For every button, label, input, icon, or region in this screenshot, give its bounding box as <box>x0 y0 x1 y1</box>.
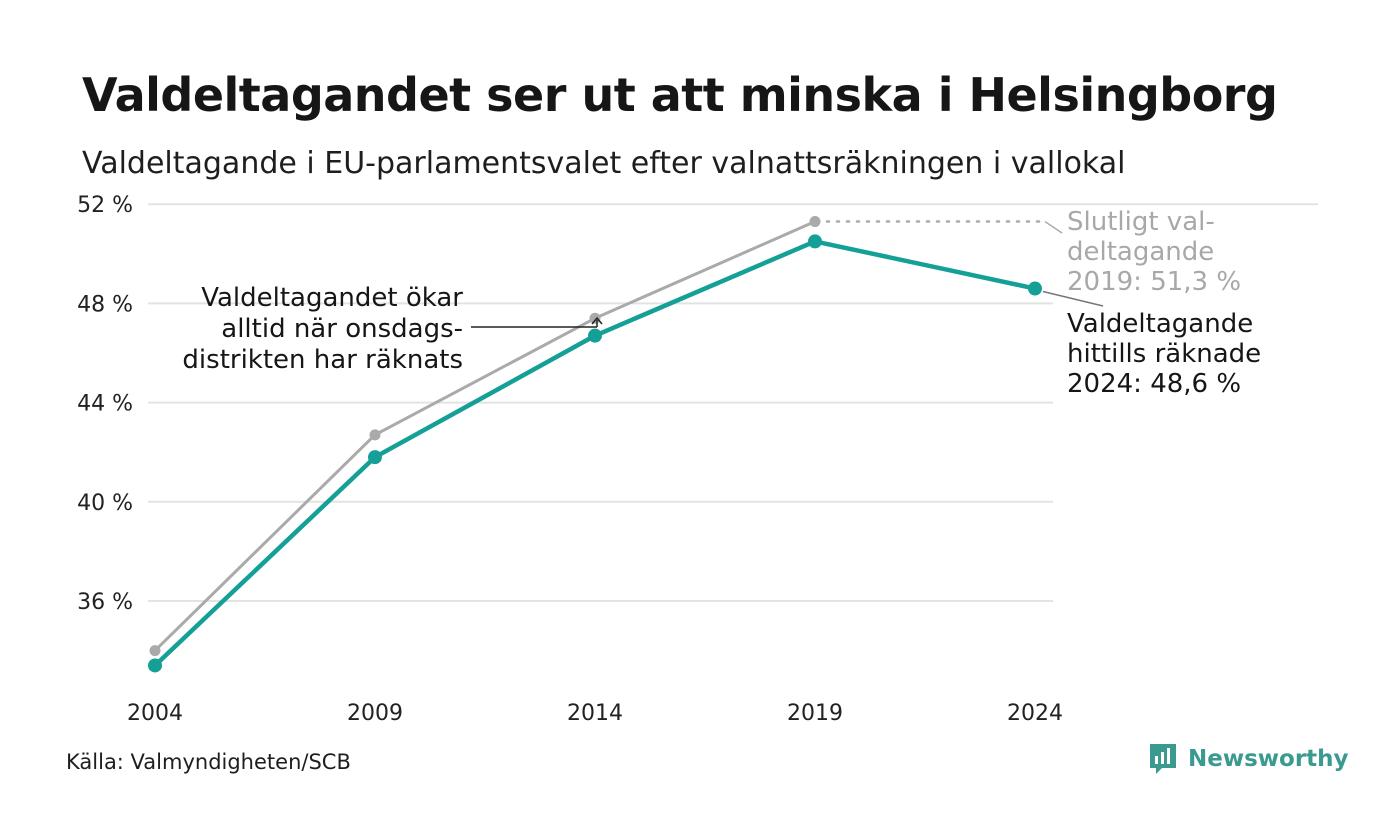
data-point-final <box>369 429 381 441</box>
source-note: Källa: Valmyndigheten/SCB <box>66 750 351 774</box>
x-tick-label: 2019 <box>787 701 843 726</box>
data-point-counted <box>368 450 382 465</box>
final-2019-label: deltagande <box>1067 237 1214 267</box>
newsworthy-logo-icon <box>1150 744 1176 774</box>
data-point-final <box>809 216 821 228</box>
newsworthy-logo: Newsworthy <box>1148 742 1349 776</box>
wednesday-annotation-label: Valdeltagandet ökar <box>201 283 463 313</box>
counted-2024-label: Valdeltagande <box>1067 309 1253 339</box>
final-2019-label: Slutligt val- <box>1067 207 1215 237</box>
data-point-counted <box>588 328 602 343</box>
data-point-counted <box>148 658 162 673</box>
y-tick-label: 40 % <box>77 491 133 516</box>
y-tick-label: 48 % <box>77 292 133 317</box>
x-tick-label: 2004 <box>127 701 183 726</box>
y-tick-label: 44 % <box>77 392 133 417</box>
gridlines <box>148 203 1318 602</box>
x-axis-ticks: 2004 2009 2014 2019 2024 <box>127 701 1063 726</box>
series-line-final <box>153 220 817 653</box>
y-axis-ticks: 36 % 40 % 44 % 48 % 52 % <box>77 193 133 615</box>
series <box>148 216 1042 673</box>
wednesday-arrow-head <box>591 316 603 325</box>
chart-subtitle: Valdeltagande i EU-parlamentsvalet efter… <box>82 146 1126 181</box>
x-tick-label: 2009 <box>347 701 403 726</box>
x-tick-label: 2024 <box>1007 701 1063 726</box>
counted-2024-leader <box>1042 290 1104 307</box>
data-point-final <box>589 312 601 324</box>
chart-title: Valdeltagandet ser ut att minska i Helsi… <box>82 68 1278 122</box>
x-tick-label: 2014 <box>567 701 623 726</box>
data-point-counted <box>808 234 822 249</box>
final-2019-leader-tick <box>1044 220 1063 234</box>
data-point-final <box>149 645 161 657</box>
newsworthy-logo-text: Newsworthy <box>1188 746 1349 772</box>
counted-2024-label: 2024: 48,6 % <box>1067 369 1241 399</box>
final-2019-label: 2019: 51,3 % <box>1067 267 1241 297</box>
wednesday-annotation-label: alltid när onsdags- <box>221 314 463 344</box>
data-point-counted <box>1028 281 1042 296</box>
counted-2024-label: hittills räknade <box>1067 339 1261 369</box>
y-tick-label: 52 % <box>77 193 133 218</box>
wednesday-annotation-label: distrikten har räknats <box>182 345 463 375</box>
y-tick-label: 36 % <box>77 590 133 615</box>
